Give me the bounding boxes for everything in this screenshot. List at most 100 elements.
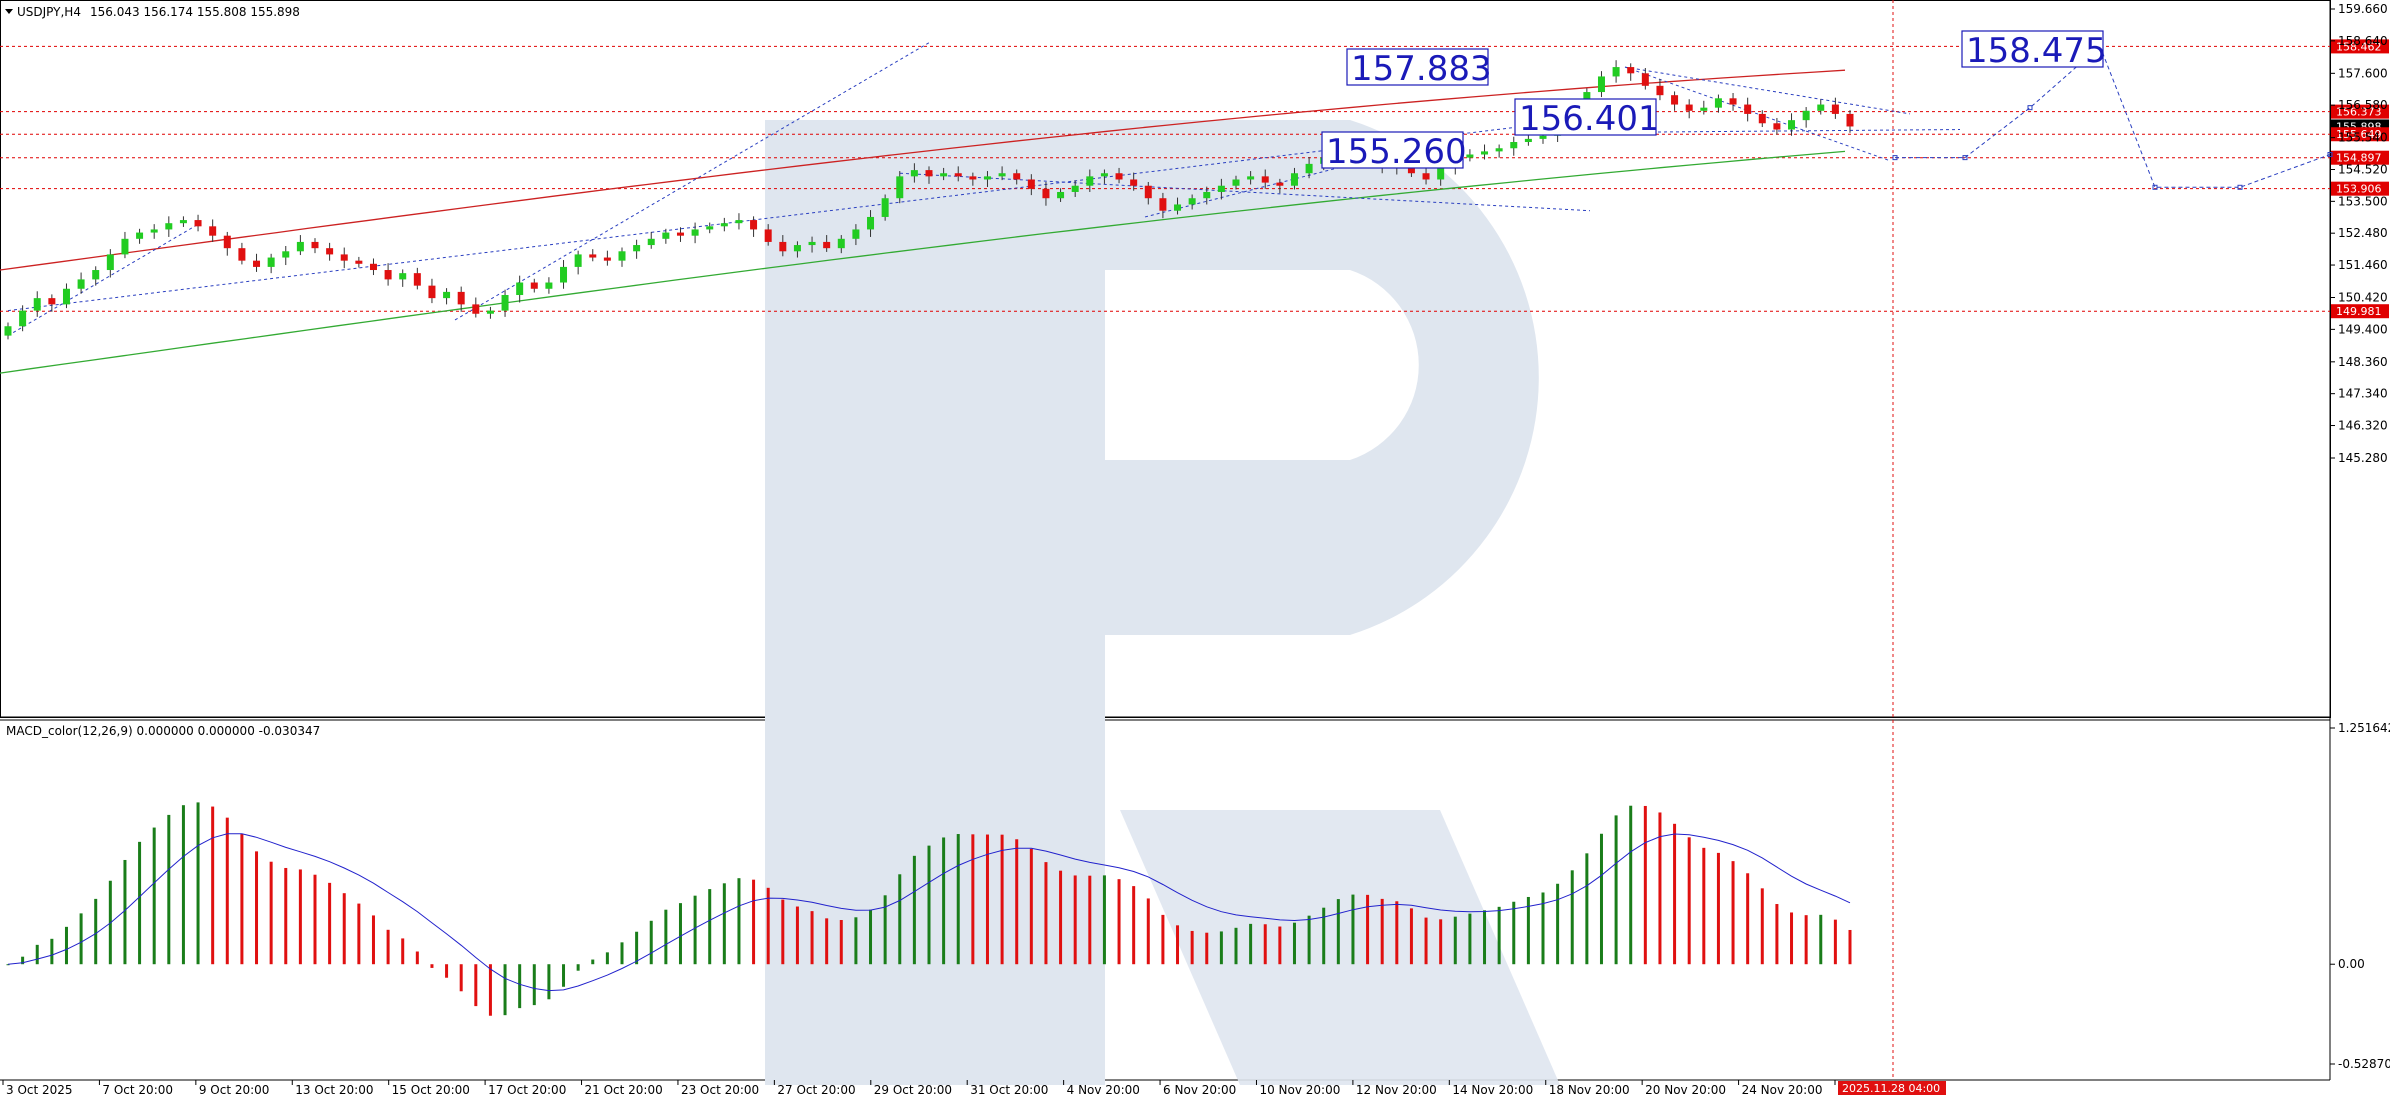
- macd-bar: [1585, 853, 1589, 965]
- candle-body: [413, 273, 421, 286]
- level-tag: [2331, 127, 2389, 142]
- macd-bar: [810, 911, 814, 965]
- candle-body: [1422, 173, 1430, 180]
- macd-bar: [240, 834, 244, 965]
- time-axis: 3 Oct 2025 7 Oct 20:00 9 Oct 20:00 13 Oct 2…: [2, 1080, 1853, 1097]
- macd-bar: [1395, 901, 1399, 965]
- level-tag-label: 158.462: [2336, 40, 2382, 53]
- candle-body: [1217, 185, 1225, 192]
- cursor-time-label: 2025.11.28 04:00: [1842, 1082, 1940, 1095]
- candle-body: [1042, 188, 1050, 199]
- macd-bar: [1614, 815, 1618, 965]
- candle-body: [1261, 176, 1269, 183]
- macd-bar: [722, 883, 726, 965]
- macd-bar: [532, 964, 536, 1006]
- price-tick-label: 151.460: [2338, 258, 2388, 272]
- candle-body: [1144, 185, 1152, 199]
- candle-body: [1086, 176, 1094, 186]
- candle-body: [516, 282, 524, 296]
- macd-bar: [781, 899, 785, 965]
- candle-body: [1597, 76, 1605, 93]
- macd-bar: [1190, 930, 1194, 965]
- candle-body: [983, 176, 991, 180]
- candle-body: [881, 198, 889, 217]
- candle-body: [19, 310, 27, 327]
- candle-body: [1758, 113, 1766, 124]
- candle-body: [282, 251, 290, 258]
- macd-bar: [79, 913, 83, 965]
- macd-bar: [21, 956, 25, 965]
- candle-body: [1788, 120, 1796, 130]
- macd-bar: [35, 944, 39, 965]
- candle-body: [691, 229, 699, 236]
- price-tick-label: 152.480: [2338, 226, 2388, 240]
- candle-body: [150, 229, 158, 233]
- candle-body: [764, 229, 772, 242]
- time-tick-label: 20 Nov 20:00: [1645, 1083, 1726, 1097]
- candle-body: [1159, 198, 1167, 211]
- macd-bar: [1292, 922, 1296, 965]
- macd-bar: [1234, 927, 1238, 965]
- level-tag-label: 155.649: [2336, 128, 2382, 141]
- price-tick-label: 155.540: [2338, 131, 2388, 145]
- macd-bar: [1702, 847, 1706, 965]
- price-annotations: 157.883 156.401 155.260 158.475: [1321, 30, 2107, 172]
- macd-bar: [1760, 888, 1764, 965]
- annotation-box: [1346, 48, 1489, 86]
- candle-body: [253, 260, 261, 267]
- time-tick-label: 29 Oct 20:00: [874, 1083, 952, 1097]
- candle-body: [369, 263, 377, 271]
- macd-bar: [605, 952, 609, 965]
- annotation-box: [1961, 30, 2104, 68]
- candle-body: [194, 220, 202, 227]
- forecast-point: [2237, 184, 2243, 190]
- candle-body: [793, 245, 801, 252]
- price-tick-label: 147.340: [2338, 387, 2388, 401]
- candle-body: [735, 220, 743, 224]
- macd-bar: [1117, 879, 1121, 965]
- price-tick-label: 158.640: [2338, 34, 2388, 48]
- macd-bar: [1351, 894, 1355, 965]
- chevron-down-icon[interactable]: [5, 9, 13, 14]
- candle-body: [1685, 104, 1693, 111]
- macd-bar: [518, 964, 522, 1009]
- candle-body: [837, 238, 845, 249]
- candle-body: [238, 248, 246, 261]
- candle-body: [1305, 163, 1313, 174]
- macd-bar: [503, 964, 507, 1016]
- time-tick-label: 23 Oct 20:00: [681, 1083, 759, 1097]
- candle-body: [1524, 138, 1532, 143]
- forecast-line: [1895, 45, 2331, 188]
- candle-body: [618, 251, 626, 261]
- annotation-label: 158.475: [1966, 31, 2107, 71]
- price-tick-label: 156.580: [2338, 98, 2388, 112]
- macd-title: MACD_color(12,26,9) 0.000000 0.000000 -0…: [6, 724, 320, 738]
- macd-bar: [1819, 914, 1823, 965]
- horizontal-levels: 158.462156.373155.898155.649154.897153.9…: [0, 39, 2389, 319]
- candle-body: [1817, 104, 1825, 111]
- candle-body: [750, 220, 758, 230]
- level-tag: [2331, 104, 2389, 119]
- signal-line: [7, 833, 1851, 992]
- macd-bar: [196, 802, 200, 965]
- candle-body: [209, 226, 217, 236]
- macd-bar: [1029, 848, 1033, 965]
- macd-bar: [1102, 875, 1106, 965]
- macd-bar: [1044, 862, 1048, 965]
- candle-body: [823, 241, 831, 249]
- moving-averages: [0, 69, 1846, 374]
- annotation-label: 156.401: [1519, 99, 1660, 139]
- time-tick-label: 9 Oct 20:00: [199, 1083, 270, 1097]
- candle-body: [706, 226, 714, 230]
- candle-body: [1100, 173, 1108, 177]
- macd-bar: [1176, 925, 1180, 965]
- macd-bar: [1073, 875, 1077, 965]
- macd-bar: [1088, 875, 1092, 965]
- macd-bar: [1000, 834, 1004, 965]
- price-tick-label: 153.500: [2338, 194, 2388, 208]
- price-tick-label: 154.520: [2338, 162, 2388, 176]
- time-tick-label: 12 Nov 20:00: [1356, 1083, 1437, 1097]
- macd-bar: [854, 917, 858, 965]
- candle-body: [326, 248, 334, 255]
